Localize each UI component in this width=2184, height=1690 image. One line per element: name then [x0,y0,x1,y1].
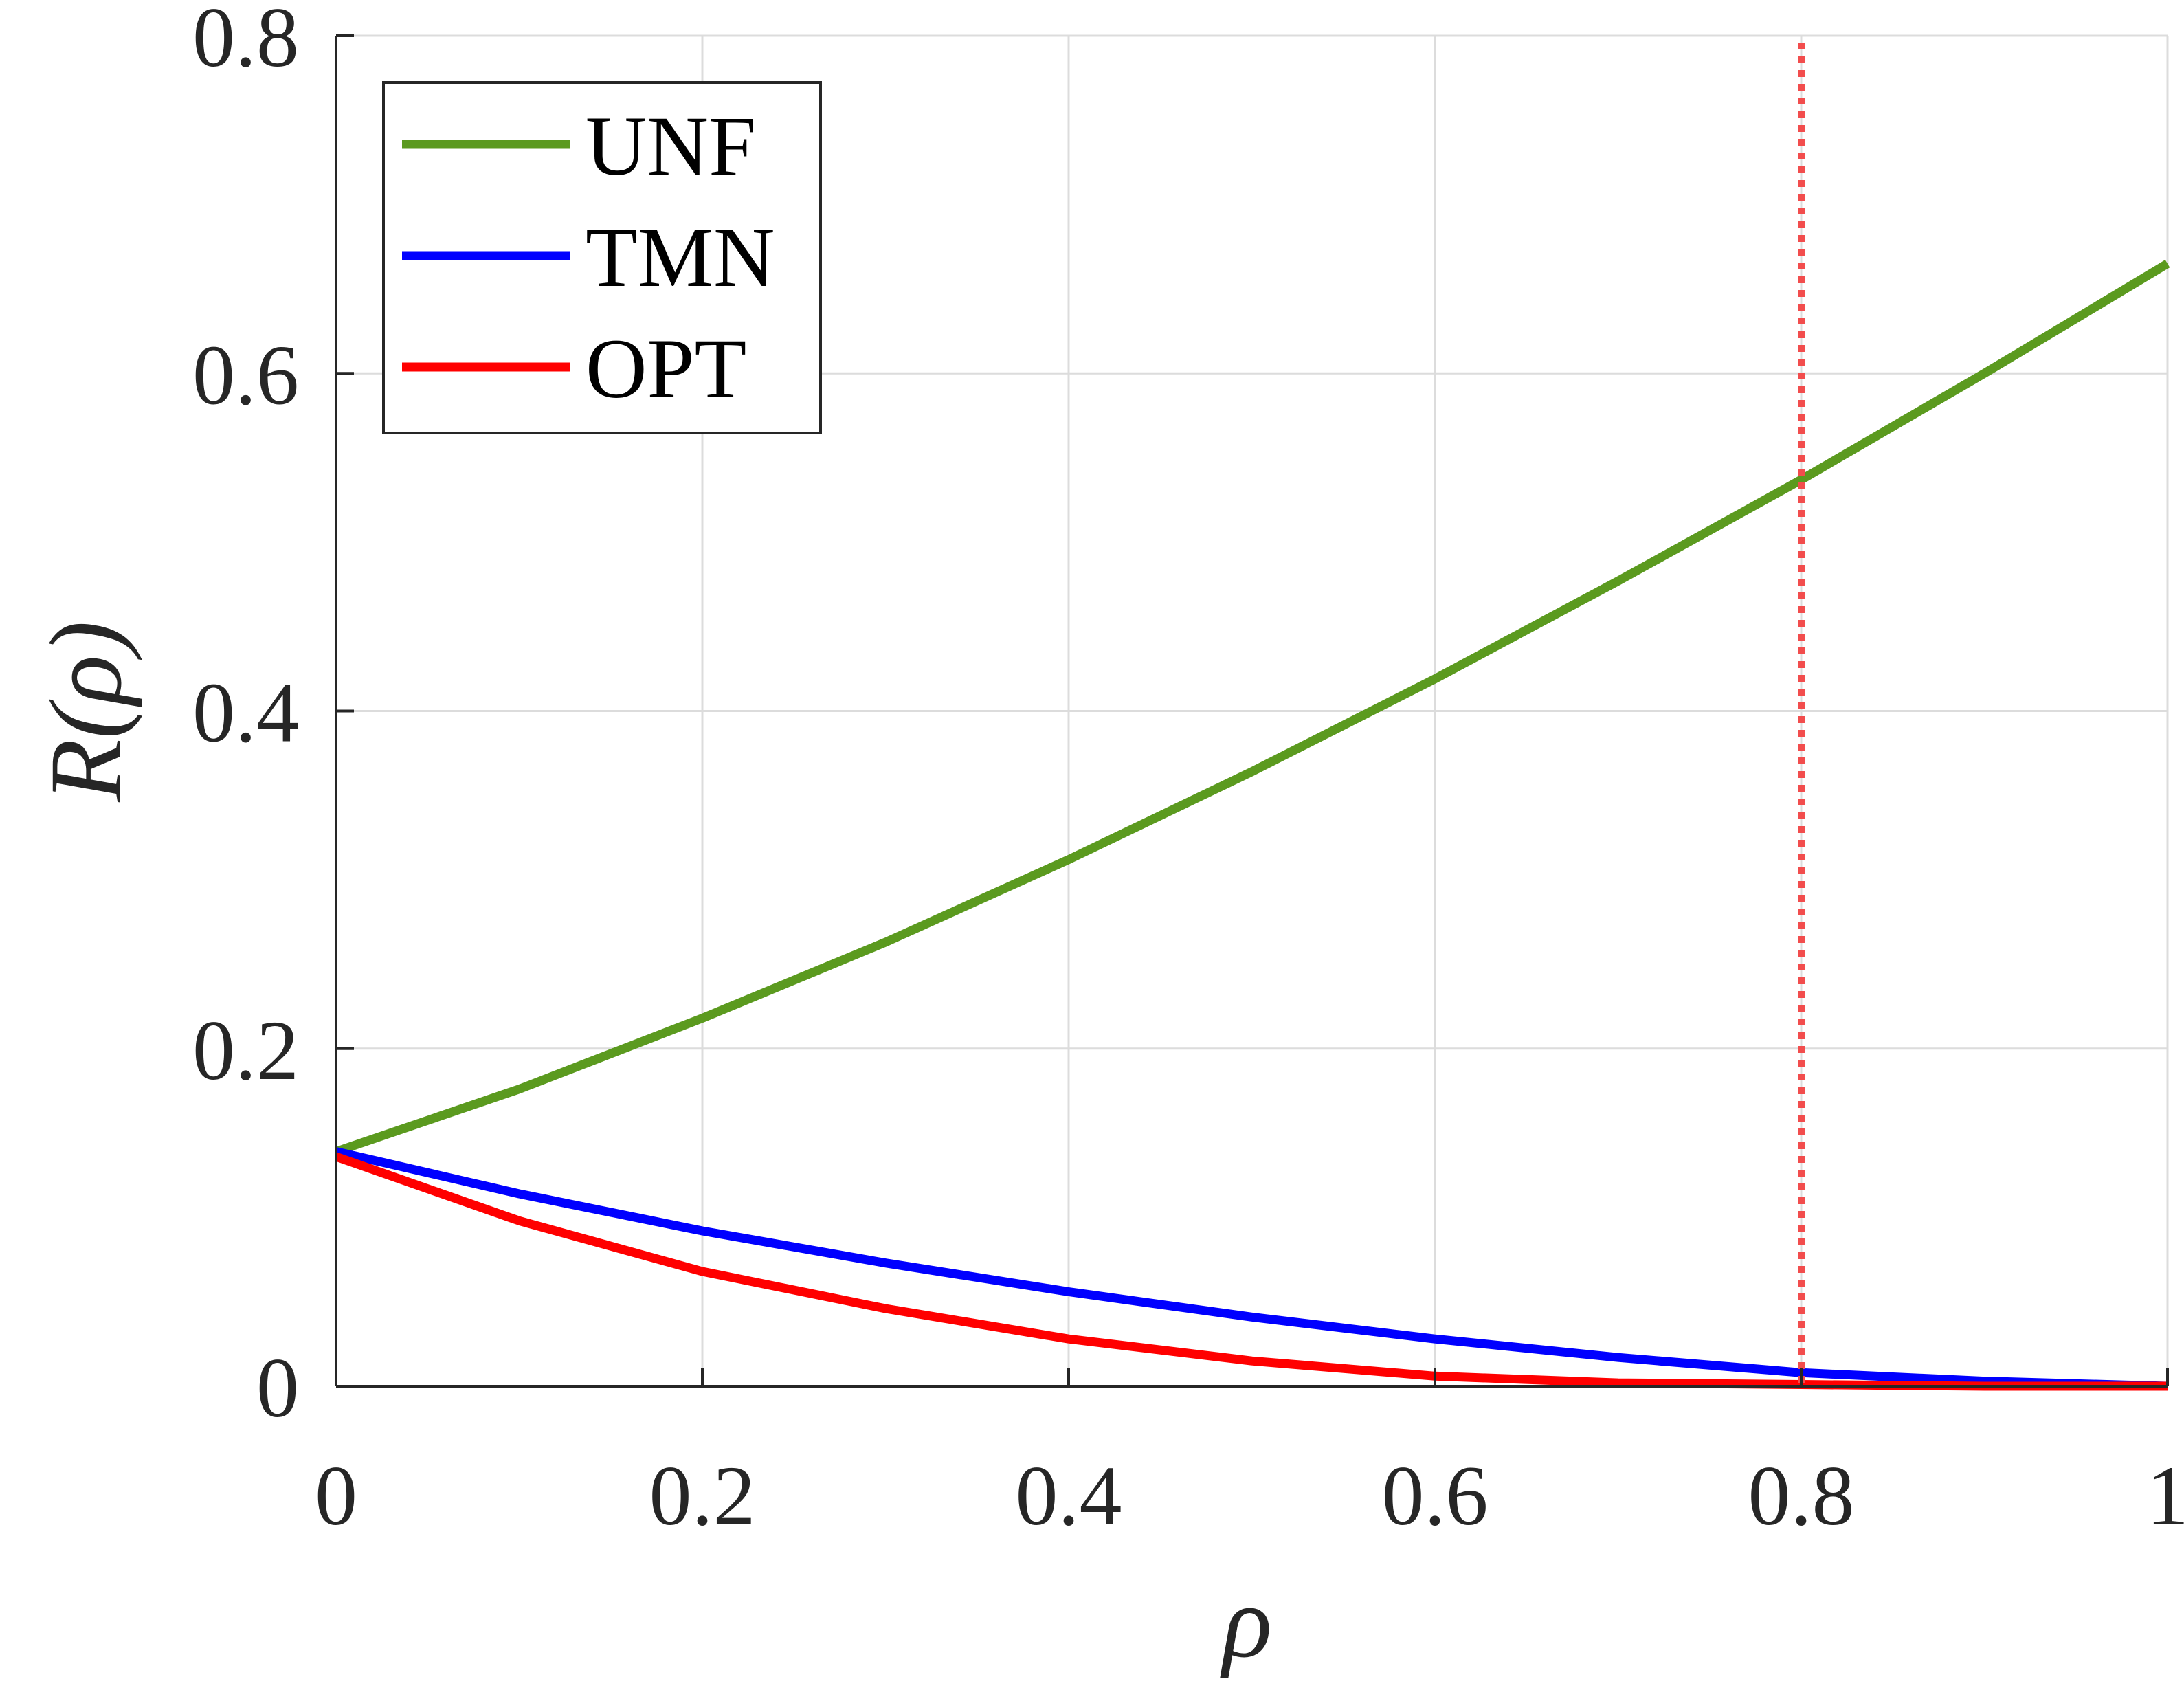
ticks [335,34,2169,1388]
series-line-tmn [335,1147,2168,1391]
legend-label-unf: UNF [586,99,756,193]
x-tick-label-5: 1 [2146,1449,2184,1543]
y-tick-label-2: 0.4 [192,666,299,760]
series-line-opt [334,1152,2168,1391]
tick-labels: 0 0.2 0.4 0.6 0.8 1 0 0.2 0.4 0.6 0.8 [192,0,2184,1543]
y-tick-label-3: 0.6 [192,328,299,422]
x-tick-label-4: 0.8 [1748,1449,1855,1543]
y-tick-label-1: 0.2 [192,1003,299,1098]
legend: UNF TMN OPT [382,81,822,434]
x-tick-label-1: 0.2 [649,1449,756,1543]
series-line-unf [334,260,2170,1156]
y-tick-label-4: 0.8 [192,0,299,85]
y-tick-label-0: 0 [256,1341,299,1435]
x-tick-label-2: 0.4 [1016,1449,1122,1543]
legend-label-opt: OPT [586,322,746,416]
x-tick-label-0: 0 [315,1449,357,1543]
legend-items: UNF TMN OPT [402,99,775,416]
x-axis-label: ρ [1220,1565,1272,1679]
grid [336,34,2169,1386]
legend-label-tmn: TMN [586,210,775,304]
x-tick-label-3: 0.6 [1382,1449,1489,1543]
y-axis-label: R(ρ) [29,621,143,803]
